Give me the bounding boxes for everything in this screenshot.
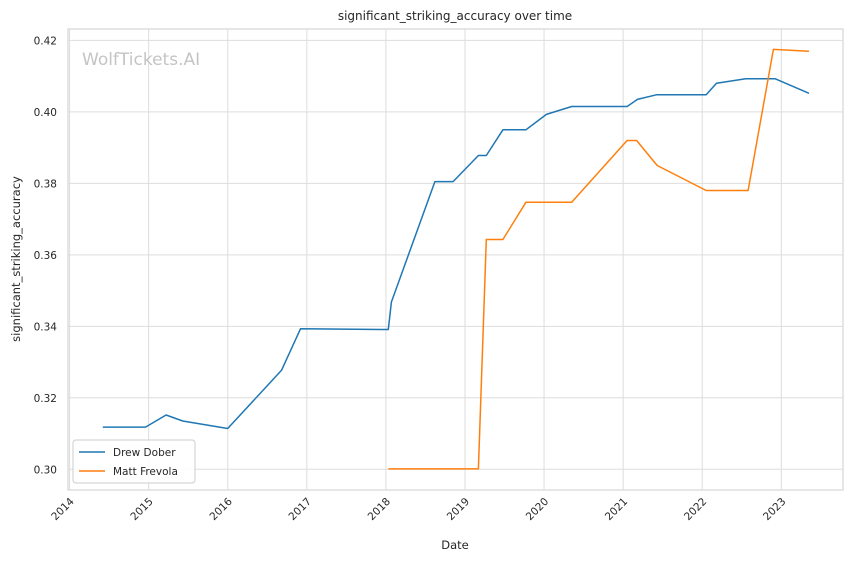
legend-label-matt-frevola: Matt Frevola (113, 466, 178, 478)
y-tick-label: 0.36 (34, 250, 58, 262)
y-tick-label: 0.38 (34, 178, 57, 190)
x-tick-label: 2017 (287, 496, 314, 523)
y-axis-label: significant_striking_accuracy (9, 176, 23, 342)
y-tick-label: 0.32 (34, 393, 57, 405)
legend: Drew Dober Matt Frevola (72, 439, 196, 484)
legend-label-drew-dober: Drew Dober (113, 447, 176, 459)
x-tick-label: 2023 (761, 496, 788, 523)
series-line-matt-frevola (388, 48, 810, 470)
grid (68, 29, 843, 490)
x-tick-label: 2014 (49, 495, 77, 523)
x-tick-label: 2018 (366, 496, 393, 523)
y-tick-label: 0.42 (34, 35, 57, 47)
y-tick-label: 0.34 (34, 321, 58, 333)
y-tick-label: 0.30 (34, 464, 57, 476)
x-tick-label: 2019 (445, 496, 472, 523)
series-line-drew-dober (102, 77, 810, 430)
x-axis-ticks: 2014 2015 2016 2017 2018 2019 2020 2021 2022 2023 (49, 495, 788, 523)
plot-area (67, 28, 844, 491)
x-tick-label: 2021 (603, 496, 630, 523)
x-axis-label: Date (441, 538, 469, 552)
chart-title: significant_striking_accuracy over time (338, 9, 572, 23)
y-axis-ticks: 0.30 0.32 0.34 0.36 0.38 0.40 0.42 (34, 35, 58, 476)
x-tick-label: 2016 (207, 495, 235, 523)
x-tick-label: 2020 (524, 496, 551, 523)
legend-box (72, 439, 196, 484)
x-tick-label: 2022 (682, 496, 709, 523)
y-tick-label: 0.40 (34, 107, 57, 119)
x-tick-label: 2015 (128, 496, 155, 523)
series-lines (102, 48, 810, 470)
watermark: WolfTickets.AI (82, 50, 200, 70)
